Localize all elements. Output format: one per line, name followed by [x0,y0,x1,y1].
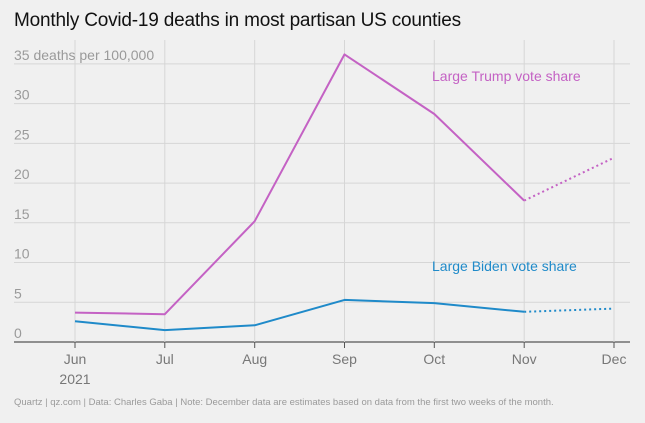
x-tick-label-oct: Oct [423,351,445,367]
y-tick-label-10: 10 [14,246,30,262]
chart-title: Monthly Covid-19 deaths in most partisan… [14,10,461,31]
x-tick-label-jun: Jun [64,351,87,367]
series-line-biden-estimate [524,307,615,313]
series-label-biden: Large Biden vote share [432,258,577,274]
x-tick-label-aug: Aug [242,351,267,367]
series-line-biden [74,298,525,332]
y-tick-label-15: 15 [14,206,30,222]
y-tick-label-25: 25 [14,126,30,142]
y-tick-label-35: 35 deaths per 100,000 [14,47,154,63]
x-year-label: 2021 [59,371,90,387]
gridlines [14,40,630,343]
series-line-trump-estimate [523,156,615,202]
series-lines [74,53,615,332]
series-label-trump: Large Trump vote share [432,68,581,84]
source-note: Quartz | qz.com | Data: Charles Gaba | N… [14,397,554,408]
series-line-trump [74,53,525,316]
series-labels: Large Trump vote share Large Biden vote s… [432,68,581,274]
y-tick-label-5: 5 [14,285,22,301]
x-axis-ticks: Jun Jul Aug Sep Oct Nov Dec 2021 [59,342,626,387]
x-tick-label-sep: Sep [332,351,357,367]
y-axis-ticks: 0 5 10 15 20 25 30 35 deaths per 100,000 [14,47,154,341]
x-tick-label-nov: Nov [512,351,537,367]
x-tick-label-jul: Jul [156,351,174,367]
y-tick-label-30: 30 [14,87,30,103]
y-tick-label-0: 0 [14,325,22,341]
x-tick-label-dec: Dec [602,351,627,367]
y-tick-label-20: 20 [14,166,30,182]
